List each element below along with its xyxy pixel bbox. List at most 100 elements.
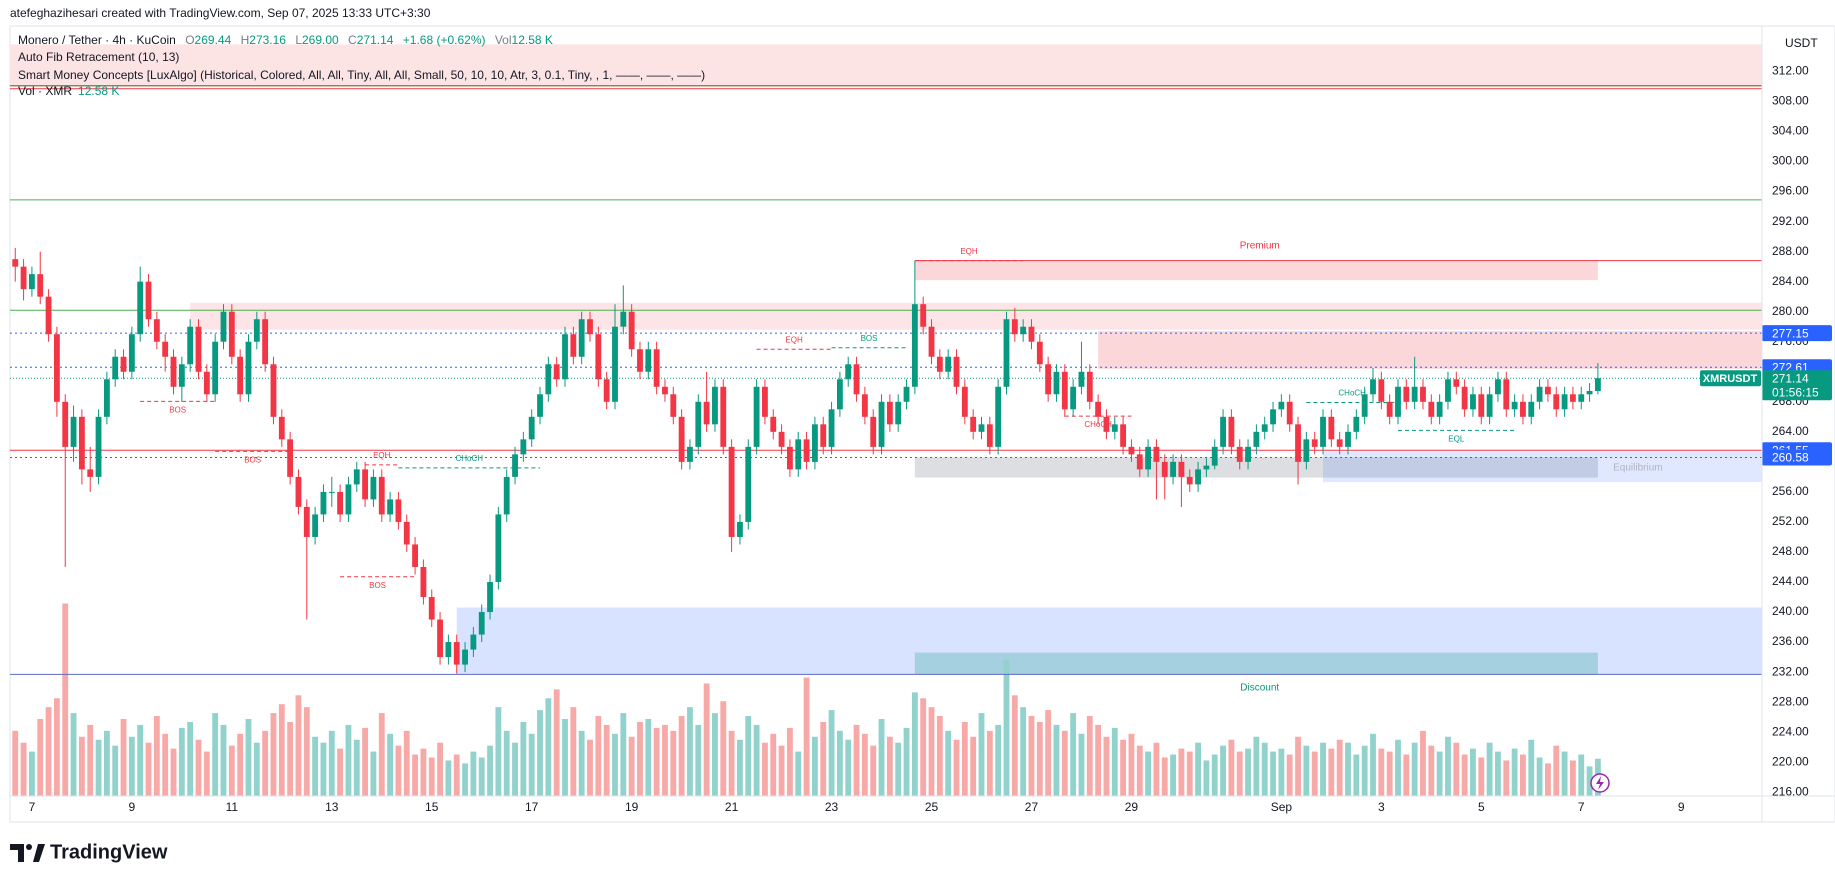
candle-body: [787, 446, 793, 470]
candle-body: [1478, 394, 1485, 417]
candle-body: [62, 401, 69, 447]
candle-body: [1203, 465, 1210, 470]
volume-bar: [820, 721, 827, 796]
y-tick-label: 300.00: [1772, 154, 1809, 168]
structure-label: BOS: [169, 406, 186, 415]
volume-bar: [453, 754, 460, 796]
candle-body: [278, 416, 285, 440]
candle-body: [1345, 431, 1351, 447]
candle-body: [195, 326, 202, 372]
x-tick-label: 25: [925, 800, 939, 814]
volume-bar: [878, 719, 885, 796]
volume-bar: [1320, 742, 1326, 796]
volume-bar: [95, 739, 102, 796]
volume-name: Vol · XMR: [18, 84, 72, 98]
volume-bar: [745, 716, 752, 796]
zone-label: Premium: [1240, 240, 1280, 251]
candle-body: [803, 439, 810, 462]
candle-body: [1270, 409, 1276, 425]
candle-body: [237, 356, 244, 395]
volume-bar: [395, 745, 402, 796]
structure-label: EQH: [373, 451, 391, 460]
volume-bar: [1378, 748, 1385, 796]
candle-body: [337, 491, 344, 515]
volume-bar: [1361, 745, 1368, 796]
y-tick-label: 312.00: [1772, 64, 1809, 78]
volume-bar: [1178, 748, 1185, 796]
volume-bar: [1195, 742, 1201, 796]
candle-body: [637, 349, 643, 372]
volume-bar: [378, 713, 385, 796]
structure-label: CHoCH: [455, 454, 483, 463]
candle-body: [370, 476, 377, 500]
volume-bar: [595, 716, 602, 796]
candle-body: [1528, 401, 1535, 417]
candle-body: [970, 416, 977, 432]
volume-bar: [1370, 733, 1376, 796]
x-tick-label: 9: [129, 800, 136, 814]
ohlc-value: 273.16: [249, 33, 286, 47]
volume-bar: [928, 707, 935, 796]
candle-body: [1311, 439, 1318, 447]
candle-body: [403, 521, 410, 545]
volume-bar: [1428, 745, 1435, 796]
candle-body: [528, 416, 535, 440]
zone: [10, 44, 1762, 88]
zone: [190, 302, 1762, 330]
candle-body: [145, 281, 152, 320]
candle-body: [320, 491, 327, 515]
volume-bar: [1211, 754, 1218, 796]
y-tick-label: 264.00: [1772, 424, 1809, 438]
candle-body: [1253, 431, 1260, 447]
x-tick-label: 19: [625, 800, 639, 814]
candle-body: [1578, 394, 1585, 402]
symbol: Monero / Tether · 4h · KuCoin: [18, 33, 176, 47]
volume-bar: [53, 698, 60, 796]
candle-body: [1078, 371, 1085, 387]
candle-body: [1086, 371, 1093, 402]
candle-body: [387, 499, 394, 515]
candle-body: [1011, 319, 1018, 335]
candle-body: [1545, 386, 1551, 395]
x-tick-label: 7: [1578, 800, 1585, 814]
candle-body: [737, 521, 743, 537]
candle-body: [1036, 341, 1043, 365]
candle-body: [1178, 461, 1185, 477]
candle-body: [1070, 386, 1077, 410]
candle-body: [745, 446, 752, 522]
volume-bar: [1020, 707, 1027, 796]
symbol-legend: Monero / Tether · 4h · KuCoin O269.44 H2…: [18, 33, 553, 47]
vol-key: Vol: [495, 33, 512, 47]
candle-body: [1436, 401, 1443, 417]
candle-body: [228, 311, 235, 357]
candle-body: [895, 401, 902, 425]
candle-body: [795, 439, 802, 470]
candle-body: [670, 394, 677, 417]
volume-bar: [1028, 716, 1035, 796]
candle-body: [545, 364, 552, 395]
volume-bar: [212, 713, 219, 796]
candle-body: [112, 356, 119, 380]
volume-bar: [37, 719, 44, 796]
candle-body: [170, 356, 177, 387]
candle-body: [1569, 394, 1576, 402]
candle-body: [1470, 394, 1476, 410]
candle-body: [203, 371, 210, 395]
candle-body: [520, 439, 527, 455]
x-tick-label: 11: [226, 800, 239, 814]
volume-bar: [470, 751, 477, 796]
x-tick-label: Sep: [1271, 800, 1293, 814]
volume-bar: [1545, 763, 1551, 796]
candle-body: [428, 597, 435, 620]
candle-body: [153, 319, 160, 342]
volume-bar: [1486, 742, 1493, 796]
candle-body: [1336, 439, 1343, 447]
volume-bar: [795, 751, 802, 796]
volume-bar: [1228, 739, 1235, 796]
volume-bar: [1036, 721, 1043, 796]
volume-bar: [695, 724, 702, 796]
volume-bar: [737, 739, 743, 796]
x-tick-label: 5: [1478, 800, 1485, 814]
volume-bar: [528, 733, 535, 796]
